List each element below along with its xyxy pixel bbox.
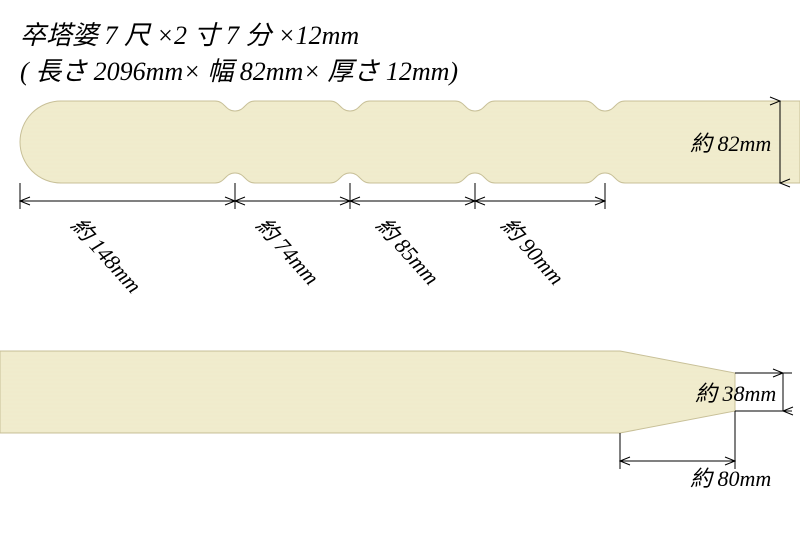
top-board [20, 101, 800, 183]
dim-seg1: 約 148mm [66, 212, 146, 297]
dim-seg2: 約 74mm [251, 212, 324, 289]
dim-seg4: 約 90mm [496, 212, 569, 289]
dim-tip-length: 約 80mm [690, 466, 771, 491]
diagram: 約 82mm 約 148mm 約 74mm 約 85mm 約 90mm 約 38… [0, 91, 800, 531]
dim-tip-height: 約 38mm [695, 381, 776, 406]
dim-seg3: 約 85mm [371, 212, 444, 289]
title-line-2: ( 長さ 2096mm× 幅 82mm× 厚さ 12mm) [20, 54, 800, 90]
bottom-board [0, 351, 735, 433]
title-line-1: 卒塔婆 7 尺 ×2 寸 7 分 ×12mm [20, 18, 800, 54]
dim-top-height: 約 82mm [690, 131, 771, 156]
